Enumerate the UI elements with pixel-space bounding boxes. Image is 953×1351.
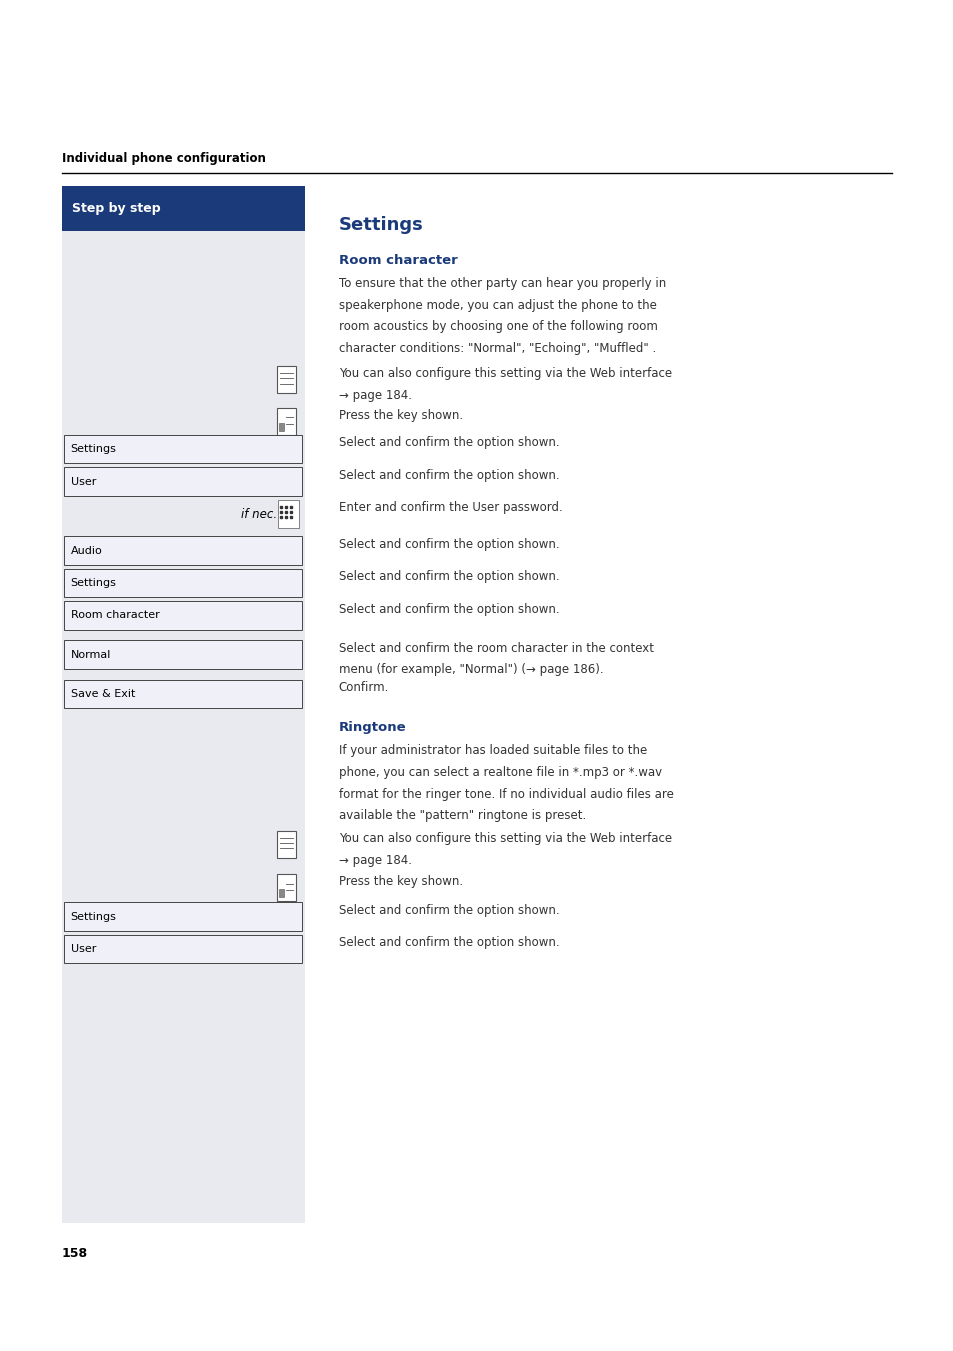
- Text: Select and confirm the option shown.: Select and confirm the option shown.: [338, 538, 558, 551]
- FancyBboxPatch shape: [64, 935, 302, 963]
- FancyBboxPatch shape: [277, 500, 298, 528]
- FancyBboxPatch shape: [278, 889, 284, 897]
- Text: Settings: Settings: [71, 912, 116, 921]
- Text: Select and confirm the option shown.: Select and confirm the option shown.: [338, 469, 558, 482]
- Text: User: User: [71, 477, 96, 486]
- Text: Select and confirm the option shown.: Select and confirm the option shown.: [338, 436, 558, 450]
- Text: → page 184.: → page 184.: [338, 389, 412, 403]
- Text: speakerphone mode, you can adjust the phone to the: speakerphone mode, you can adjust the ph…: [338, 299, 656, 312]
- Text: Enter and confirm the User password.: Enter and confirm the User password.: [338, 501, 562, 515]
- Text: 158: 158: [62, 1247, 88, 1260]
- Text: If your administrator has loaded suitable files to the: If your administrator has loaded suitabl…: [338, 744, 646, 758]
- FancyBboxPatch shape: [62, 186, 305, 1223]
- FancyBboxPatch shape: [64, 435, 302, 463]
- Text: Select and confirm the option shown.: Select and confirm the option shown.: [338, 570, 558, 584]
- Text: available the "pattern" ringtone is preset.: available the "pattern" ringtone is pres…: [338, 809, 585, 823]
- FancyBboxPatch shape: [64, 640, 302, 669]
- Text: You can also configure this setting via the Web interface: You can also configure this setting via …: [338, 367, 671, 381]
- FancyBboxPatch shape: [64, 569, 302, 597]
- Text: User: User: [71, 944, 96, 954]
- FancyBboxPatch shape: [62, 186, 305, 231]
- Text: Normal: Normal: [71, 650, 111, 659]
- Text: Settings: Settings: [338, 216, 423, 234]
- FancyBboxPatch shape: [276, 366, 295, 393]
- FancyBboxPatch shape: [64, 902, 302, 931]
- FancyBboxPatch shape: [64, 467, 302, 496]
- Text: Settings: Settings: [71, 444, 116, 454]
- Text: phone, you can select a realtone file in *.mp3 or *.wav: phone, you can select a realtone file in…: [338, 766, 661, 780]
- Text: format for the ringer tone. If no individual audio files are: format for the ringer tone. If no indivi…: [338, 788, 673, 801]
- Text: Individual phone configuration: Individual phone configuration: [62, 151, 266, 165]
- Text: Save & Exit: Save & Exit: [71, 689, 134, 698]
- Text: Press the key shown.: Press the key shown.: [338, 875, 462, 889]
- FancyBboxPatch shape: [64, 680, 302, 708]
- Text: Room character: Room character: [338, 254, 456, 267]
- FancyBboxPatch shape: [64, 601, 302, 630]
- Text: Step by step: Step by step: [71, 203, 160, 215]
- FancyBboxPatch shape: [278, 423, 284, 431]
- FancyBboxPatch shape: [276, 874, 295, 901]
- Text: Select and confirm the option shown.: Select and confirm the option shown.: [338, 603, 558, 616]
- Text: Ringtone: Ringtone: [338, 721, 406, 735]
- Text: Room character: Room character: [71, 611, 159, 620]
- Text: if nec.: if nec.: [240, 508, 276, 520]
- FancyBboxPatch shape: [64, 536, 302, 565]
- Text: character conditions: "Normal", "Echoing", "Muffled" .: character conditions: "Normal", "Echoing…: [338, 342, 656, 355]
- Text: menu (for example, "Normal") (→ page 186).: menu (for example, "Normal") (→ page 186…: [338, 663, 602, 677]
- FancyBboxPatch shape: [276, 831, 295, 858]
- Text: Select and confirm the room character in the context: Select and confirm the room character in…: [338, 642, 653, 655]
- Text: To ensure that the other party can hear you properly in: To ensure that the other party can hear …: [338, 277, 665, 290]
- Text: You can also configure this setting via the Web interface: You can also configure this setting via …: [338, 832, 671, 846]
- Text: Press the key shown.: Press the key shown.: [338, 409, 462, 423]
- Text: Confirm.: Confirm.: [338, 681, 389, 694]
- FancyBboxPatch shape: [276, 408, 295, 435]
- Text: room acoustics by choosing one of the following room: room acoustics by choosing one of the fo…: [338, 320, 657, 334]
- Text: Select and confirm the option shown.: Select and confirm the option shown.: [338, 936, 558, 950]
- Text: Settings: Settings: [71, 578, 116, 588]
- Text: Select and confirm the option shown.: Select and confirm the option shown.: [338, 904, 558, 917]
- Text: Audio: Audio: [71, 546, 102, 555]
- Text: → page 184.: → page 184.: [338, 854, 412, 867]
